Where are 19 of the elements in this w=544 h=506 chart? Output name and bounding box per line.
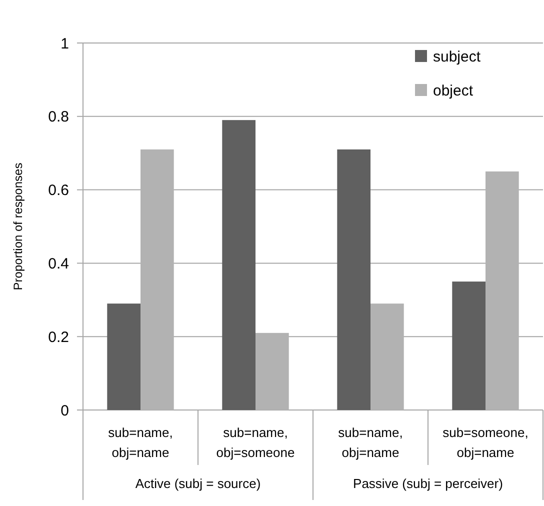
y-tick-label: 0.6 (48, 182, 69, 200)
legend-label: subject (433, 48, 482, 66)
x-tick-label: sub=name, obj=someone (216, 425, 295, 460)
x-tick-label: sub=name, obj=name (108, 425, 173, 460)
bar (337, 149, 370, 410)
text: Passive (subj = perceiver) (353, 476, 503, 491)
bar (107, 304, 140, 410)
x-tick-label: sub=someone, obj=name (442, 425, 528, 460)
y-tick-label: 0.8 (48, 108, 69, 126)
y-tick-label: 0.4 (48, 255, 69, 272)
bar (452, 282, 486, 410)
y-tick-label: 0.2 (48, 328, 69, 346)
x-tick-label: sub=name, obj=name (338, 425, 403, 460)
y-tick-label: 0 (60, 402, 69, 420)
y-tick-label: 1 (60, 35, 69, 52)
bar (222, 120, 256, 410)
y-axis-title: Proportion of responses (11, 162, 25, 290)
legend-label: object (433, 82, 474, 100)
text: Active (subj = source) (135, 476, 261, 491)
